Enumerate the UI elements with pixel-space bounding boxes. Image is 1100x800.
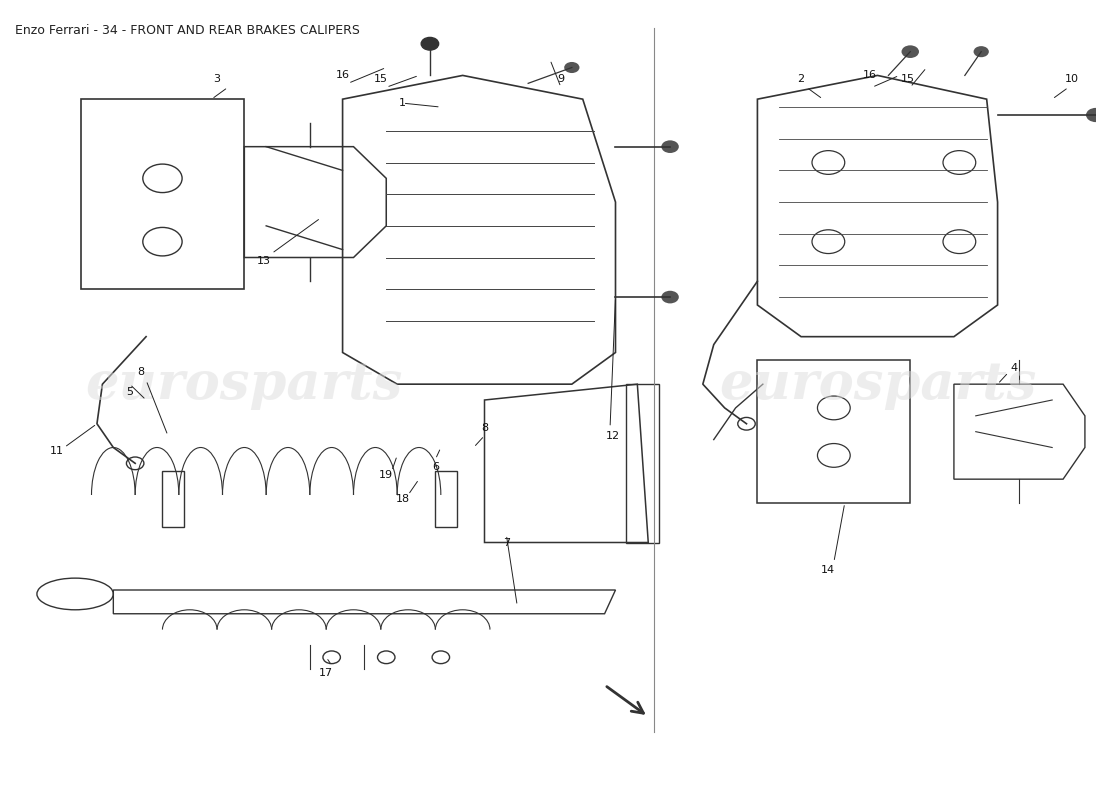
Text: 6: 6 [432, 462, 439, 472]
Text: 13: 13 [257, 257, 271, 266]
Text: 16: 16 [336, 70, 350, 81]
Circle shape [974, 46, 989, 58]
Text: 12: 12 [606, 430, 620, 441]
Text: 11: 11 [50, 446, 64, 457]
Text: 3: 3 [213, 74, 220, 84]
Text: 15: 15 [374, 74, 388, 84]
Text: 8: 8 [138, 367, 144, 378]
Text: 10: 10 [1065, 74, 1079, 84]
Text: 4: 4 [1011, 363, 1018, 374]
Text: 15: 15 [901, 74, 915, 84]
Text: 17: 17 [319, 668, 333, 678]
Text: Enzo Ferrari - 34 - FRONT AND REAR BRAKES CALIPERS: Enzo Ferrari - 34 - FRONT AND REAR BRAKE… [15, 24, 360, 37]
Circle shape [661, 290, 679, 303]
Text: 7: 7 [503, 538, 510, 547]
Text: 18: 18 [396, 494, 409, 504]
Text: 16: 16 [862, 70, 877, 81]
Text: 1: 1 [399, 98, 406, 108]
Circle shape [902, 46, 918, 58]
Text: 9: 9 [558, 74, 564, 84]
Circle shape [661, 140, 679, 153]
Text: 5: 5 [126, 387, 133, 397]
Circle shape [1086, 108, 1100, 122]
Bar [163, 471, 185, 526]
Text: 8: 8 [481, 422, 488, 433]
Text: 19: 19 [379, 470, 394, 480]
Text: 14: 14 [822, 566, 835, 575]
Circle shape [564, 62, 580, 73]
Text: 2: 2 [798, 74, 804, 84]
Text: eurosparts: eurosparts [86, 358, 403, 410]
Bar [436, 471, 458, 526]
Circle shape [421, 38, 439, 50]
Text: eurosparts: eurosparts [718, 358, 1036, 410]
